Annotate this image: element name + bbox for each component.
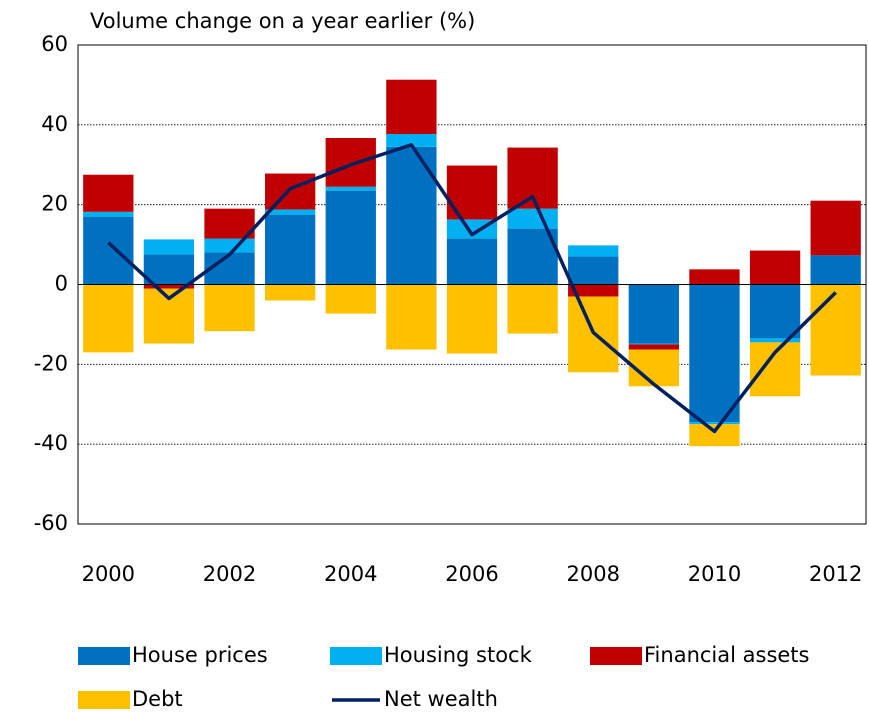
bar-segment xyxy=(689,284,740,423)
legend-label: Net wealth xyxy=(384,687,498,711)
x-tick-label: 2000 xyxy=(82,562,135,586)
bar-segment xyxy=(628,284,680,344)
bar-segment xyxy=(446,238,498,285)
bar-segment xyxy=(749,284,801,339)
y-tick-label: 60 xyxy=(41,32,68,56)
bar-segment xyxy=(689,269,740,285)
x-tick-label: 2006 xyxy=(445,562,498,586)
bar-segment xyxy=(386,134,437,147)
bar-segment xyxy=(325,138,376,187)
bar-segment xyxy=(507,208,558,229)
bar-segment xyxy=(325,186,376,191)
bar-segment xyxy=(325,284,376,314)
bar-segment xyxy=(264,284,316,301)
bar-segment xyxy=(83,174,134,212)
bar-segment xyxy=(386,79,437,135)
y-tick-label: -20 xyxy=(34,351,68,375)
y-tick-label: -40 xyxy=(34,431,68,455)
bar-segment xyxy=(446,284,498,354)
bar-segment xyxy=(264,173,316,210)
bar-segment xyxy=(628,344,680,350)
legend-swatch xyxy=(330,647,382,665)
bar-segment xyxy=(204,238,255,253)
bar-segment xyxy=(749,250,801,285)
bar-segment xyxy=(749,338,801,343)
legend-label: House prices xyxy=(132,643,268,667)
y-tick-label: -60 xyxy=(34,511,68,535)
bar-segment xyxy=(204,208,255,239)
legend-swatch xyxy=(78,691,130,709)
legend-label: Debt xyxy=(132,687,183,711)
bar-segment xyxy=(568,284,619,297)
chart-title: Volume change on a year earlier (%) xyxy=(90,9,475,33)
bar-segment xyxy=(386,284,437,350)
bar-segment xyxy=(568,256,619,285)
bar-segment xyxy=(83,284,134,353)
bar-segment xyxy=(143,254,195,285)
net-line xyxy=(107,143,837,434)
bar-segment xyxy=(689,422,740,425)
bar-segment xyxy=(810,255,861,285)
bar-segment xyxy=(810,284,861,376)
bar-segment xyxy=(264,214,316,285)
bar-segment xyxy=(628,343,680,345)
y-tick-label: 20 xyxy=(41,192,68,216)
bar-segment xyxy=(83,211,134,217)
y-tick-label: 0 xyxy=(55,272,68,296)
bar-segment xyxy=(325,190,376,285)
bar-segment xyxy=(386,146,437,285)
bar-segment xyxy=(143,239,195,255)
bar-segment xyxy=(143,284,195,289)
x-tick-label: 2002 xyxy=(203,562,256,586)
plot-frame xyxy=(77,44,867,525)
y-tick-label: 40 xyxy=(41,112,68,136)
bar-segment xyxy=(810,200,861,256)
bar-segment xyxy=(446,219,498,239)
bar-segment xyxy=(568,245,619,257)
bar-segment xyxy=(264,209,316,215)
legend-label: Housing stock xyxy=(384,643,533,667)
legend-swatch xyxy=(78,647,130,665)
x-tick-label: 2004 xyxy=(324,562,377,586)
bar-segment xyxy=(204,284,255,332)
x-tick-label: 2008 xyxy=(567,562,620,586)
legend-swatch xyxy=(590,647,642,665)
x-tick-label: 2010 xyxy=(688,562,741,586)
bar-segment xyxy=(507,284,558,334)
bar-segment xyxy=(83,216,134,285)
legend-label: Financial assets xyxy=(644,643,809,667)
bar-segment xyxy=(689,424,740,447)
x-tick-label: 2012 xyxy=(809,562,862,586)
